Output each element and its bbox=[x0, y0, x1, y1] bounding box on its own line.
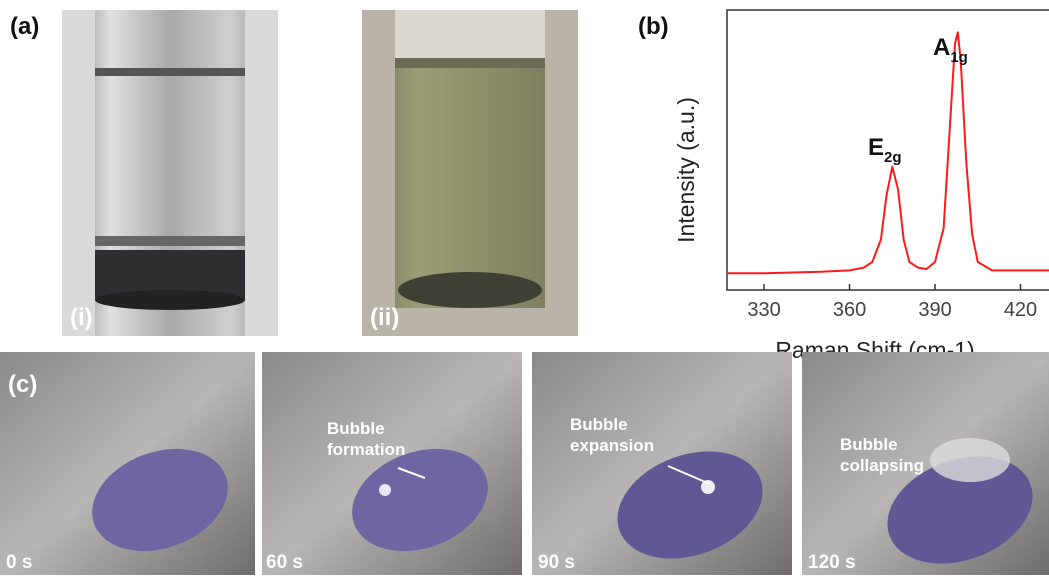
x-tick-label: 330 bbox=[747, 299, 780, 321]
frame-time: 120 s bbox=[808, 552, 856, 573]
peak-label-sub: 2g bbox=[884, 149, 902, 166]
frame-caption: collapsing bbox=[840, 456, 924, 475]
panel-label: (a) bbox=[10, 13, 39, 40]
frame-caption: expansion bbox=[570, 436, 654, 455]
panel-label: (b) bbox=[638, 13, 669, 40]
frame-caption: Bubble bbox=[840, 435, 898, 454]
peak-label-base: E bbox=[868, 134, 884, 161]
frame-time: 90 s bbox=[538, 552, 575, 573]
peak-label-base: A bbox=[933, 34, 950, 61]
frame-time: 60 s bbox=[266, 552, 303, 573]
frame-photo bbox=[532, 352, 792, 575]
panel-label: (c) bbox=[8, 371, 37, 398]
photo-label: (i) bbox=[70, 304, 93, 331]
frame-photo bbox=[262, 352, 522, 575]
x-tick-label: 360 bbox=[833, 299, 866, 321]
frame-caption: formation bbox=[327, 440, 405, 459]
photo-ii bbox=[362, 10, 578, 336]
frame-caption: Bubble bbox=[327, 419, 385, 438]
frame-photo bbox=[0, 352, 255, 575]
peak-label: E2g bbox=[868, 134, 902, 166]
peak-label-sub: 1g bbox=[950, 49, 968, 66]
photo-i bbox=[62, 10, 278, 336]
x-tick-label: 420 bbox=[1004, 299, 1037, 321]
photo-label: (ii) bbox=[370, 304, 399, 331]
peak-label: A1g bbox=[933, 34, 968, 66]
frame-caption: Bubble bbox=[570, 415, 628, 434]
figure: (a) (i) (ii) (b) 330360390420Raman Shift… bbox=[0, 0, 1049, 575]
y-axis-label: Intensity (a.u.) bbox=[673, 97, 699, 243]
frame-time: 0 s bbox=[6, 552, 32, 573]
x-tick-label: 390 bbox=[918, 299, 951, 321]
